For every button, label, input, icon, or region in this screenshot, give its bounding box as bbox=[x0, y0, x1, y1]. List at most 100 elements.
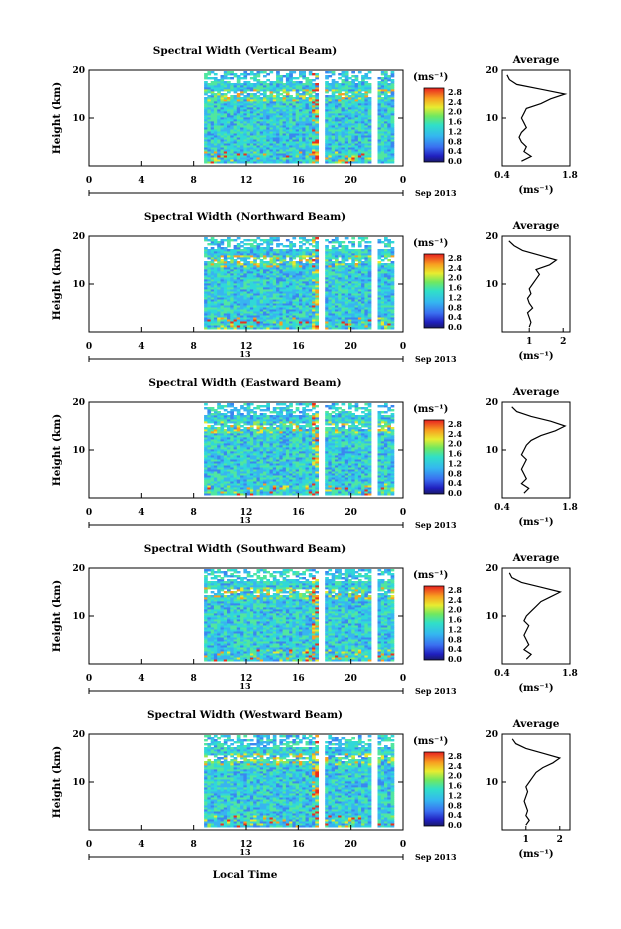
x-tick-label: 20 bbox=[344, 176, 357, 186]
average-x-tick: 0.4 bbox=[494, 669, 510, 679]
x-tick-label: 4 bbox=[138, 508, 144, 518]
day-label: 13 bbox=[239, 681, 251, 691]
colorbar-tick: 0.4 bbox=[448, 810, 462, 820]
y-tick-label: 20 bbox=[72, 730, 85, 740]
average-x-label: (ms⁻¹) bbox=[518, 683, 553, 694]
average-profile-line bbox=[511, 406, 567, 494]
heatmap-cells bbox=[204, 735, 395, 828]
colorbar-tick: 0.8 bbox=[448, 800, 462, 810]
panel-3: Spectral Width (Eastward Beam) 10 20 Height… bbox=[51, 377, 578, 530]
y-tick-label: 10 bbox=[72, 778, 85, 788]
day-label: 13 bbox=[239, 515, 251, 525]
x-tick-label: 0 bbox=[86, 840, 92, 850]
x-tick-label: 8 bbox=[191, 176, 197, 186]
colorbar-tick: 0.8 bbox=[448, 468, 462, 478]
colorbar-unit: (ms⁻¹) bbox=[413, 72, 448, 83]
colorbar-tick: 2.0 bbox=[448, 771, 462, 781]
colorbar-tick: 2.4 bbox=[448, 263, 462, 273]
colorbar-tick: 2.8 bbox=[448, 253, 462, 263]
heatmap-cells bbox=[204, 403, 395, 496]
average-frame bbox=[501, 235, 571, 333]
average-x-label: (ms⁻¹) bbox=[518, 351, 553, 362]
x-tick-label: 4 bbox=[138, 342, 144, 352]
y-axis-label: Height (km) bbox=[51, 580, 63, 652]
x-tick-label: 20 bbox=[344, 342, 357, 352]
colorbar-unit: (ms⁻¹) bbox=[413, 404, 448, 415]
x-tick-label: 8 bbox=[191, 840, 197, 850]
average-y-tick: 20 bbox=[485, 66, 498, 76]
average-y-tick: 10 bbox=[485, 612, 498, 622]
colorbar-tick: 1.2 bbox=[448, 790, 462, 800]
x-tick-label: 8 bbox=[191, 342, 197, 352]
colorbar-tick: 2.4 bbox=[448, 761, 462, 771]
x-tick-label: 16 bbox=[292, 176, 305, 186]
x-tick-label: 16 bbox=[292, 840, 305, 850]
average-x-label: (ms⁻¹) bbox=[518, 849, 553, 860]
date-label: Sep 2013 bbox=[415, 852, 457, 862]
colorbar-tick: 1.6 bbox=[448, 283, 462, 293]
panel-title: Spectral Width (Westward Beam) bbox=[147, 709, 343, 721]
average-title: Average bbox=[512, 552, 560, 564]
x-tick-label: 0 bbox=[86, 342, 92, 352]
colorbar-tick: 2.0 bbox=[448, 439, 462, 449]
day-label: 13 bbox=[239, 349, 251, 359]
average-frame bbox=[501, 567, 571, 665]
heatmap-cells bbox=[204, 237, 395, 330]
colorbar-unit: (ms⁻¹) bbox=[413, 238, 448, 249]
average-x-tick: 1.8 bbox=[562, 171, 578, 181]
average-x-tick: 0.4 bbox=[494, 171, 510, 181]
average-frame bbox=[501, 69, 571, 167]
x-tick-label: 12 bbox=[240, 508, 253, 518]
colorbar-tick: 1.6 bbox=[448, 615, 462, 625]
colorbar-tick: 1.2 bbox=[448, 126, 462, 136]
average-x-label: (ms⁻¹) bbox=[518, 517, 553, 528]
colorbar-tick: 2.0 bbox=[448, 605, 462, 615]
colorbar-tick: 0.0 bbox=[448, 654, 462, 664]
colorbar-tick: 0.8 bbox=[448, 302, 462, 312]
panel-title: Spectral Width (Eastward Beam) bbox=[148, 377, 341, 389]
y-tick-label: 20 bbox=[72, 564, 85, 574]
colorbar-tick: 1.6 bbox=[448, 449, 462, 459]
panel-title: Spectral Width (Southward Beam) bbox=[144, 543, 346, 555]
average-y-tick: 10 bbox=[485, 778, 498, 788]
average-title: Average bbox=[512, 220, 560, 232]
colorbar-tick: 0.8 bbox=[448, 136, 462, 146]
x-tick-label: 12 bbox=[240, 674, 253, 684]
average-x-tick: 0.4 bbox=[494, 503, 510, 513]
x-tick-label: 8 bbox=[191, 674, 197, 684]
colorbar-unit: (ms⁻¹) bbox=[413, 736, 448, 747]
colorbar-tick: 0.4 bbox=[448, 478, 462, 488]
date-label: Sep 2013 bbox=[415, 520, 457, 530]
colorbar bbox=[423, 253, 445, 329]
colorbar-tick: 0.4 bbox=[448, 312, 462, 322]
colorbar bbox=[423, 751, 445, 827]
colorbar-tick: 2.4 bbox=[448, 429, 462, 439]
average-frame bbox=[501, 401, 571, 499]
colorbar-tick: 0.0 bbox=[448, 322, 462, 332]
day-label: 13 bbox=[239, 847, 251, 857]
colorbar-tick: 2.8 bbox=[448, 419, 462, 429]
colorbar-tick: 0.0 bbox=[448, 488, 462, 498]
y-tick-label: 10 bbox=[72, 446, 85, 456]
x-tick-label: 16 bbox=[292, 342, 305, 352]
y-axis-label: Height (km) bbox=[51, 414, 63, 486]
average-title: Average bbox=[512, 386, 560, 398]
average-title: Average bbox=[512, 718, 560, 730]
colorbar-tick: 1.2 bbox=[448, 292, 462, 302]
colorbar-tick: 2.4 bbox=[448, 97, 462, 107]
colorbar-tick: 1.6 bbox=[448, 781, 462, 791]
colorbar-tick: 1.2 bbox=[448, 624, 462, 634]
average-profile-line bbox=[508, 240, 558, 328]
x-tick-label: 16 bbox=[292, 674, 305, 684]
x-tick-label: 20 bbox=[344, 840, 357, 850]
average-frame bbox=[501, 733, 571, 831]
x-tick-label: 4 bbox=[138, 176, 144, 186]
x-tick-label: 8 bbox=[191, 508, 197, 518]
average-y-tick: 20 bbox=[485, 398, 498, 408]
x-axis-label: Local Time bbox=[213, 869, 278, 881]
average-profile-line bbox=[511, 738, 562, 826]
date-label: Sep 2013 bbox=[415, 354, 457, 364]
colorbar-tick: 0.4 bbox=[448, 644, 462, 654]
average-x-tick: 1 bbox=[523, 835, 529, 845]
y-tick-label: 10 bbox=[72, 280, 85, 290]
